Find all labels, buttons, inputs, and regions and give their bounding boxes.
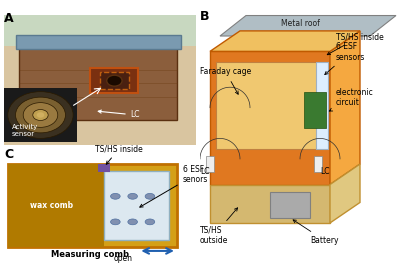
Circle shape: [107, 75, 122, 86]
Polygon shape: [210, 31, 360, 51]
Text: A: A: [4, 12, 14, 25]
Bar: [90, 68, 138, 93]
Text: Activity
sensor: Activity sensor: [12, 124, 38, 137]
FancyBboxPatch shape: [4, 88, 77, 143]
Bar: [206, 156, 214, 172]
Text: 6 ESF
sensors: 6 ESF sensors: [325, 42, 365, 74]
Text: electronic
circuit: electronic circuit: [329, 88, 374, 111]
Text: B: B: [200, 10, 210, 23]
Circle shape: [145, 194, 155, 199]
Text: C: C: [4, 148, 13, 161]
Text: open: open: [114, 254, 132, 263]
Circle shape: [16, 97, 66, 133]
Bar: [316, 62, 328, 149]
Bar: [4, 15, 196, 46]
Bar: [98, 164, 110, 172]
Text: wax comb: wax comb: [30, 201, 74, 210]
Bar: [216, 62, 320, 149]
Circle shape: [8, 92, 73, 138]
Circle shape: [23, 103, 58, 127]
Text: LC: LC: [320, 167, 330, 176]
Text: Battery: Battery: [293, 220, 338, 245]
Text: LC: LC: [98, 110, 140, 120]
Text: TS/HS inside: TS/HS inside: [327, 32, 384, 55]
Circle shape: [110, 194, 120, 199]
Bar: [16, 35, 181, 49]
Circle shape: [145, 219, 155, 225]
Circle shape: [37, 112, 44, 118]
Bar: [104, 171, 169, 241]
Bar: [100, 72, 129, 89]
Circle shape: [110, 219, 120, 225]
Text: Metal roof: Metal roof: [280, 19, 320, 28]
Circle shape: [128, 194, 138, 199]
Circle shape: [128, 219, 138, 225]
Polygon shape: [220, 16, 396, 36]
Bar: [8, 164, 104, 247]
Polygon shape: [210, 185, 330, 223]
Text: LC: LC: [200, 167, 210, 176]
Text: 6 ESF
senors: 6 ESF senors: [140, 165, 208, 207]
Circle shape: [33, 110, 48, 120]
Text: Measuring comb: Measuring comb: [51, 250, 130, 259]
Polygon shape: [330, 31, 360, 185]
Bar: [8, 164, 177, 247]
Text: Faraday cage: Faraday cage: [200, 67, 251, 94]
Text: TS/HS inside: TS/HS inside: [95, 144, 143, 164]
Bar: [19, 46, 177, 120]
Polygon shape: [330, 164, 360, 223]
Bar: [314, 156, 322, 172]
Polygon shape: [210, 51, 330, 185]
Bar: [270, 192, 310, 218]
Text: TS/HS
outside: TS/HS outside: [200, 208, 238, 245]
Bar: [304, 92, 326, 128]
